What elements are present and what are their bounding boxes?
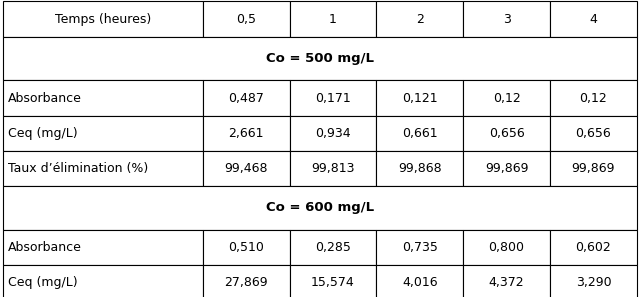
Text: 99,869: 99,869 [485, 162, 529, 175]
Text: 99,813: 99,813 [311, 162, 355, 175]
Bar [550, 265, 637, 297]
Bar [463, 151, 550, 186]
Text: Taux d’élimination (%): Taux d’élimination (%) [8, 162, 148, 175]
Text: 0,661: 0,661 [402, 127, 438, 140]
Bar [3, 151, 203, 186]
Text: 3,290: 3,290 [575, 276, 611, 289]
Bar [289, 265, 376, 297]
Text: 0,171: 0,171 [315, 91, 351, 105]
Bar [289, 230, 376, 265]
Text: 0,735: 0,735 [402, 241, 438, 254]
Bar [463, 1, 550, 37]
Bar [376, 80, 463, 116]
Text: 0,12: 0,12 [493, 91, 520, 105]
Bar [463, 80, 550, 116]
Bar [289, 80, 376, 116]
Bar [376, 1, 463, 37]
Text: 0,487: 0,487 [228, 91, 264, 105]
Text: 15,574: 15,574 [311, 276, 355, 289]
Text: 0,656: 0,656 [575, 127, 611, 140]
Text: 1: 1 [329, 12, 337, 26]
Text: 0,285: 0,285 [315, 241, 351, 254]
Text: 27,869: 27,869 [225, 276, 268, 289]
Text: 0,934: 0,934 [315, 127, 351, 140]
Text: 0,800: 0,800 [488, 241, 525, 254]
Text: 0,602: 0,602 [575, 241, 611, 254]
Bar [550, 1, 637, 37]
Bar [203, 151, 289, 186]
Text: 3: 3 [502, 12, 511, 26]
Text: Co = 600 mg/L: Co = 600 mg/L [266, 201, 374, 214]
Bar [289, 1, 376, 37]
Text: Ceq (mg/L): Ceq (mg/L) [8, 276, 78, 289]
Text: Temps (heures): Temps (heures) [55, 12, 151, 26]
Bar [3, 116, 203, 151]
Bar [203, 230, 289, 265]
Bar [550, 116, 637, 151]
Bar [550, 80, 637, 116]
Text: 99,868: 99,868 [398, 162, 442, 175]
Bar [3, 186, 637, 230]
Bar [3, 265, 203, 297]
Bar [376, 116, 463, 151]
Text: 4,372: 4,372 [489, 276, 524, 289]
Bar [203, 1, 289, 37]
Bar [550, 230, 637, 265]
Text: Absorbance: Absorbance [8, 241, 82, 254]
Bar [463, 265, 550, 297]
Bar [3, 37, 637, 80]
Text: 2: 2 [416, 12, 424, 26]
Bar [289, 151, 376, 186]
Bar [203, 265, 289, 297]
Text: 0,510: 0,510 [228, 241, 264, 254]
Text: 0,656: 0,656 [489, 127, 524, 140]
Text: 4: 4 [589, 12, 597, 26]
Text: 4,016: 4,016 [402, 276, 438, 289]
Bar [3, 230, 203, 265]
Bar [3, 1, 203, 37]
Bar [376, 151, 463, 186]
Text: 2,661: 2,661 [228, 127, 264, 140]
Bar [376, 230, 463, 265]
Bar [550, 151, 637, 186]
Text: Co = 500 mg/L: Co = 500 mg/L [266, 52, 374, 65]
Bar [203, 80, 289, 116]
Text: 99,869: 99,869 [572, 162, 615, 175]
Text: 0,5: 0,5 [236, 12, 256, 26]
Bar [289, 116, 376, 151]
Text: Ceq (mg/L): Ceq (mg/L) [8, 127, 78, 140]
Text: 0,121: 0,121 [402, 91, 438, 105]
Bar [203, 116, 289, 151]
Bar [463, 116, 550, 151]
Bar [463, 230, 550, 265]
Text: Absorbance: Absorbance [8, 91, 82, 105]
Bar [376, 265, 463, 297]
Text: 0,12: 0,12 [580, 91, 607, 105]
Text: 99,468: 99,468 [225, 162, 268, 175]
Bar [3, 80, 203, 116]
